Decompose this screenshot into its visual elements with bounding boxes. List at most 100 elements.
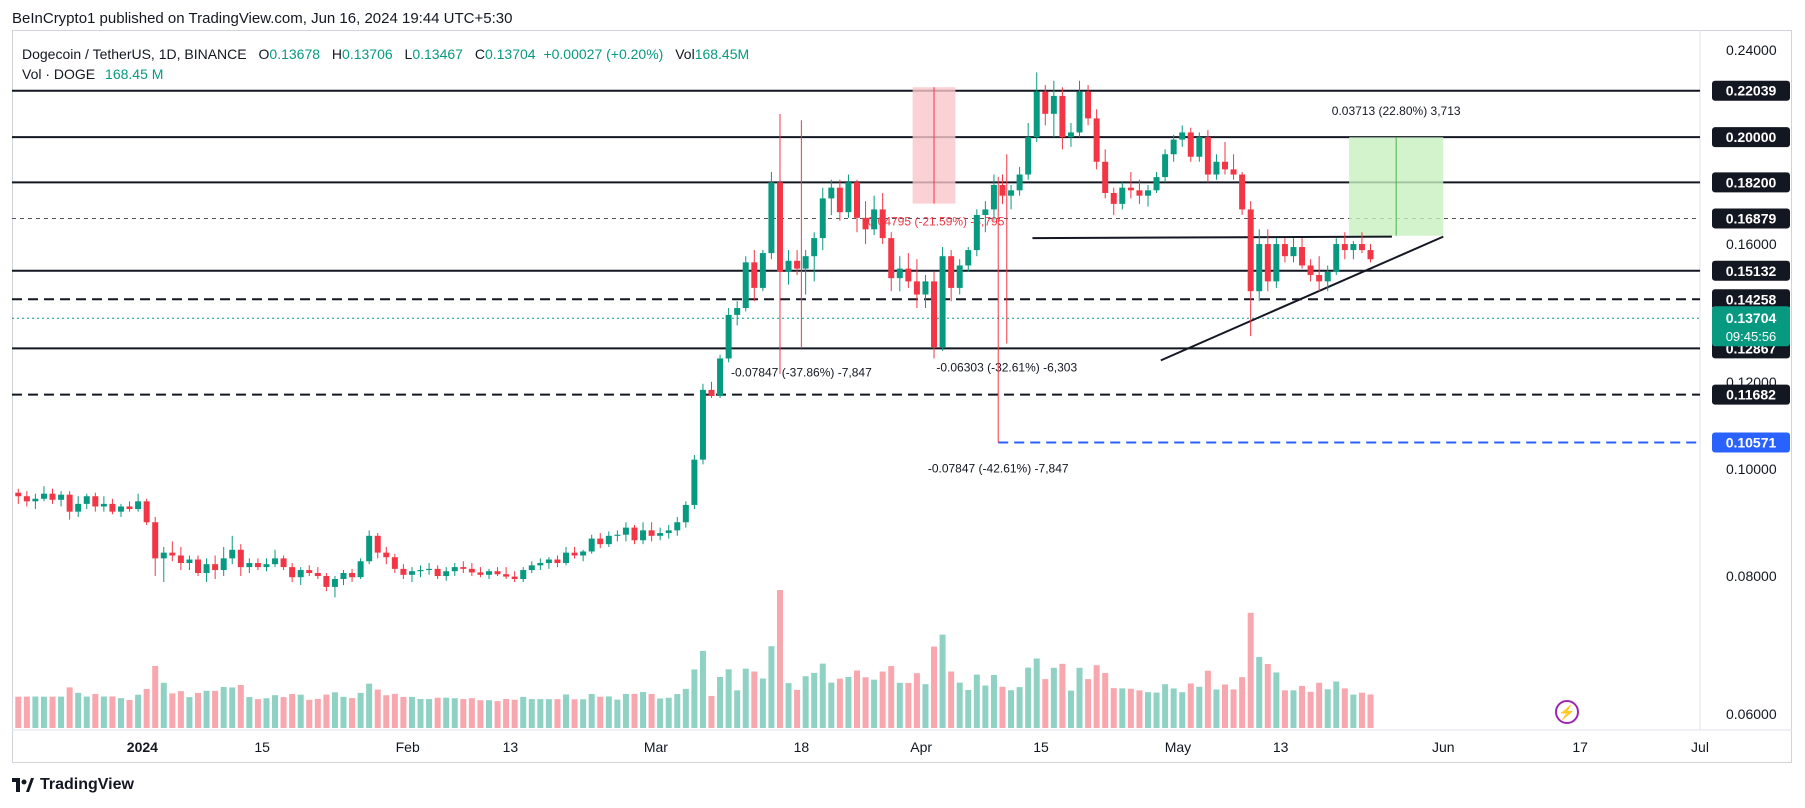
- volume-bar: [588, 693, 595, 728]
- volume-bar: [1367, 694, 1374, 728]
- candle-body: [614, 534, 621, 536]
- volume-bar: [1144, 692, 1151, 728]
- measure-label: -0.06303 (-32.61%) -6,303: [936, 360, 1077, 374]
- level-label: 0.20000: [1726, 129, 1777, 145]
- candle-body: [665, 530, 672, 534]
- volume-bar: [1179, 692, 1186, 728]
- candle-body: [528, 565, 535, 571]
- volume-bar: [708, 695, 715, 728]
- volume-bar: [340, 696, 347, 728]
- volume-bar: [485, 700, 492, 728]
- vol-label: Vol: [675, 46, 695, 62]
- candle-body: [220, 558, 227, 571]
- x-tick-label: 15: [254, 739, 270, 755]
- volume-bar: [1307, 691, 1314, 728]
- volume-bar: [691, 669, 698, 728]
- candle-body: [554, 559, 561, 564]
- volume-bar: [289, 693, 296, 728]
- candle-body: [494, 571, 501, 575]
- volume-bar: [349, 698, 356, 728]
- high-label: H: [331, 46, 343, 62]
- volume-bar: [742, 668, 749, 728]
- volume-bar: [1213, 689, 1220, 728]
- volume-bar: [443, 697, 450, 728]
- volume-bar: [229, 687, 236, 728]
- candle-body: [340, 573, 347, 579]
- candle-body: [794, 260, 801, 269]
- candle-body: [520, 570, 527, 579]
- candle-body: [349, 573, 356, 578]
- candle-body: [1281, 244, 1288, 257]
- volume-bar: [699, 650, 706, 728]
- candle-body: [545, 559, 552, 564]
- candle-body: [58, 494, 65, 500]
- low-label: L: [404, 46, 413, 62]
- current-price-badge: [1712, 306, 1790, 347]
- volume-bar: [1358, 692, 1365, 728]
- candle-body: [485, 571, 492, 575]
- candle-body: [1187, 132, 1194, 157]
- candle-body: [999, 184, 1006, 196]
- volume-bar: [1076, 667, 1083, 728]
- candle-body: [1256, 244, 1263, 292]
- candle-body: [306, 570, 313, 574]
- symbol-label[interactable]: Dogecoin / TetherUS, 1D, BINANCE: [22, 46, 247, 62]
- candle-body: [75, 503, 82, 512]
- lightning-icon[interactable]: ⚡: [1555, 700, 1579, 724]
- volume-bar: [802, 676, 809, 728]
- volume-bar: [314, 698, 321, 728]
- candle-body: [152, 522, 159, 559]
- candle-body: [451, 567, 458, 572]
- candle-body: [759, 253, 766, 288]
- candle-body: [1179, 132, 1186, 140]
- candle-body: [725, 314, 732, 359]
- current-price-label: 0.13704: [1726, 310, 1777, 326]
- candle-body: [1042, 91, 1049, 114]
- candle-body: [477, 572, 484, 575]
- candle-body: [1085, 91, 1092, 119]
- candle-body: [426, 568, 433, 571]
- x-tick-label: Jun: [1432, 739, 1455, 755]
- volume-bar: [854, 670, 860, 728]
- volume-bar: [922, 684, 929, 728]
- volume-row: Vol · DOGE 168.45 M: [22, 64, 749, 84]
- volume-bar: [571, 699, 578, 728]
- volume-bar: [888, 666, 895, 728]
- x-tick-label: May: [1165, 739, 1191, 755]
- footer-brand[interactable]: TradingView: [12, 776, 134, 794]
- volume-bar: [23, 696, 30, 728]
- volume-bar: [1196, 686, 1203, 728]
- candle-body: [374, 535, 381, 553]
- candle-body: [1067, 132, 1074, 138]
- volume-bar: [931, 646, 938, 728]
- volume-bar: [871, 679, 878, 728]
- level-label: 0.22039: [1726, 83, 1777, 99]
- close-value: 0.13704: [484, 46, 536, 62]
- volume-bar: [212, 690, 219, 728]
- trendline: [1032, 235, 1392, 240]
- candle-body: [1367, 250, 1374, 260]
- volume-bar: [357, 692, 364, 728]
- volume-bar: [40, 696, 47, 728]
- volume-bar: [109, 696, 116, 728]
- volume-bar: [400, 696, 407, 728]
- candle-body: [468, 568, 475, 573]
- candle-body: [751, 262, 758, 288]
- close-label: C: [474, 46, 485, 62]
- candle-body: [246, 563, 253, 568]
- candle-body: [1025, 137, 1032, 175]
- candle-body: [331, 578, 338, 587]
- candle-body: [563, 552, 570, 564]
- volume-bar: [580, 699, 587, 728]
- candle-body: [1127, 187, 1134, 191]
- candle-body: [939, 256, 946, 348]
- candle-body: [862, 217, 869, 230]
- measure-label: -0.04795 (-21.59%) -4,795: [864, 215, 1005, 229]
- candle-body: [83, 496, 90, 504]
- candle-body: [734, 307, 741, 315]
- candle-body: [1273, 244, 1280, 282]
- volume-indicator-label[interactable]: Vol · DOGE: [22, 66, 96, 82]
- volume-bar: [1222, 684, 1229, 728]
- candle-body: [212, 564, 219, 571]
